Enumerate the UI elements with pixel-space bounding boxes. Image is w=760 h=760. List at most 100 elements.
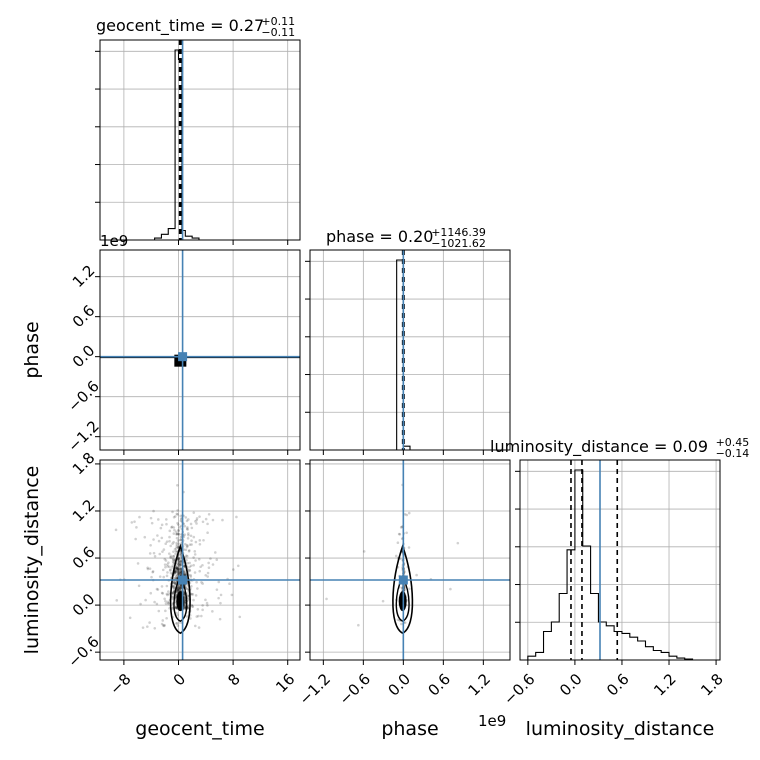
y-tick-label: 1.2 (69, 496, 99, 526)
scatter-point (179, 538, 183, 542)
scatter-point (187, 532, 190, 535)
scatter-point (173, 581, 176, 584)
scatter-point (179, 538, 182, 542)
scatter-point (185, 519, 189, 523)
scatter-point (192, 535, 196, 539)
scatter-point (178, 559, 182, 563)
scatter-point (179, 584, 182, 587)
scatter-point (150, 521, 154, 525)
title-main: luminosity_distance = 0.09 (490, 437, 708, 457)
scatter-point (211, 518, 215, 522)
scatter-point (190, 603, 194, 607)
scatter-point (196, 608, 200, 611)
scatter-point (196, 587, 199, 590)
scatter-point (190, 584, 193, 588)
scatter-point (175, 541, 178, 545)
scatter-point (197, 558, 201, 561)
scatter-point (169, 554, 173, 558)
scatter-point (166, 571, 169, 574)
scatter-point (165, 540, 169, 543)
scatter-point (168, 539, 171, 543)
scatter-point (187, 518, 190, 521)
scatter-point (171, 591, 175, 595)
scatter-point (179, 586, 182, 590)
scatter-point (197, 626, 201, 629)
scatter-point (169, 544, 173, 548)
scatter-point (176, 509, 179, 512)
scatter-point (396, 541, 400, 545)
scatter-point (188, 561, 191, 565)
scatter-point (163, 623, 166, 627)
scatter-point (171, 557, 175, 561)
scatter-point (199, 565, 202, 569)
x-axis-label: phase (381, 718, 438, 740)
x-tick-label: 1.8 (697, 670, 727, 700)
scatter-point (173, 571, 177, 575)
scatter-point (157, 609, 161, 613)
scatter-point (179, 559, 183, 563)
panel-phase-vs-luminosity_distance (310, 460, 510, 660)
scatter-point (172, 580, 176, 583)
scatter-point (162, 624, 166, 628)
scatter-point (183, 571, 186, 575)
scatter-point (177, 570, 180, 574)
scatter-point (195, 517, 199, 520)
histogram-step (323, 259, 430, 451)
scatter-point (174, 530, 178, 534)
scatter-point (175, 547, 178, 550)
scatter-point (201, 608, 204, 612)
scatter-point (415, 573, 418, 577)
scatter-point (179, 585, 182, 589)
scatter-point (186, 528, 189, 531)
scatter-point (179, 563, 182, 567)
scatter-point (189, 617, 192, 620)
contour-level (173, 574, 188, 622)
scatter-point (176, 588, 180, 592)
scatter-point (160, 585, 164, 588)
scatter-point (136, 562, 140, 565)
scatter-point (179, 535, 183, 539)
y-axis-label: luminosity_distance (21, 466, 43, 655)
scatter-point (174, 606, 178, 610)
scatter-point (174, 567, 178, 571)
scatter-point (408, 587, 411, 591)
scatter-point (172, 550, 175, 553)
scatter-point (175, 622, 178, 625)
scatter-point (176, 572, 180, 576)
scatter-point (176, 571, 180, 575)
scatter-point (399, 526, 403, 529)
scatter-point (176, 568, 180, 572)
scatter-point (190, 526, 194, 530)
scatter-point (171, 560, 175, 563)
scatter-point (179, 571, 182, 575)
scatter-point (176, 563, 180, 566)
scatter-point (183, 605, 187, 608)
title-lower-error: −0.11 (261, 26, 295, 39)
scatter-point (173, 571, 177, 575)
scatter-point (175, 512, 179, 516)
scatter-point (175, 536, 179, 540)
scatter-point (171, 564, 175, 568)
x-tick-label: −0.6 (500, 670, 538, 708)
scatter-point (206, 604, 209, 607)
scatter-point (168, 569, 172, 572)
scatter-point (186, 594, 190, 598)
scatter-point (217, 580, 221, 584)
scatter-point (178, 572, 182, 575)
scatter-point (173, 547, 177, 551)
scatter-point (178, 585, 181, 589)
x-tick-label: 0.0 (384, 670, 414, 700)
scatter-point (200, 580, 203, 584)
scatter-point (185, 587, 188, 591)
scatter-point (183, 573, 186, 576)
x-tick-label: 0 (170, 670, 189, 689)
scatter-point (179, 519, 183, 523)
scatter-point (185, 554, 189, 558)
scatter-point (152, 538, 155, 541)
scatter-point (193, 571, 197, 574)
scatter-point (177, 565, 181, 568)
scatter-point (172, 587, 176, 590)
scatter-point (179, 567, 183, 571)
scatter-point (188, 569, 192, 572)
scatter-point (152, 509, 155, 513)
